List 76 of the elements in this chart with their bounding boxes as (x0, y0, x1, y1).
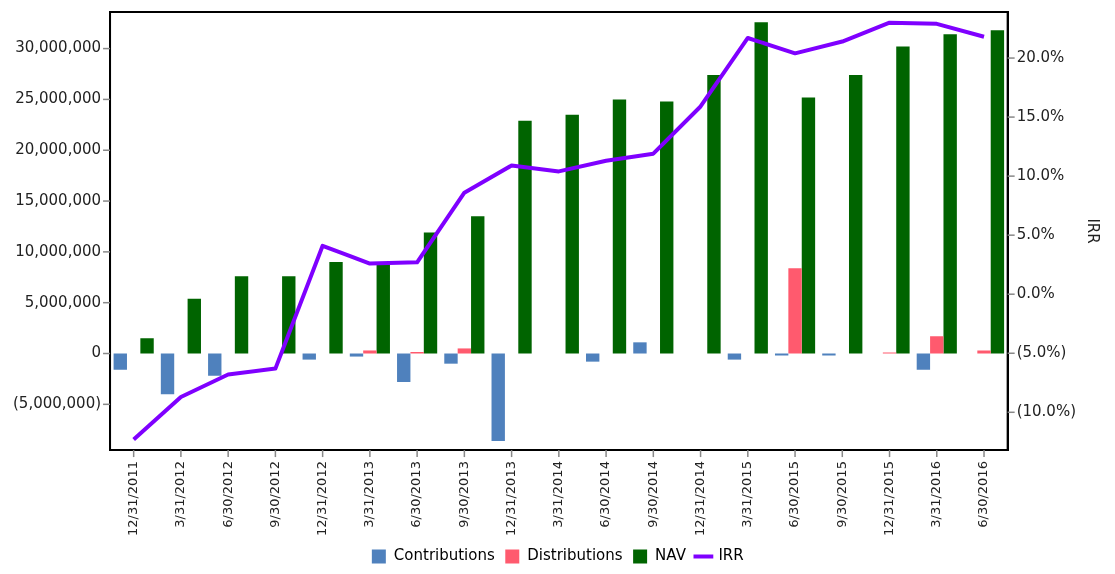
bar (187, 298, 201, 354)
y-tick-label: 15,000,000 (15, 190, 102, 209)
bar (943, 34, 957, 354)
legend-label: IRR (718, 546, 744, 565)
y-tick-label: 0 (91, 343, 102, 362)
legend-label: NAV (655, 546, 687, 565)
bar (349, 353, 364, 357)
bar (208, 353, 222, 376)
bar (471, 216, 485, 354)
bar (612, 99, 627, 354)
x-tick-label: 12/31/2014 (691, 461, 707, 537)
x-tick-label: 12/31/2011 (125, 461, 141, 537)
bar (302, 353, 316, 360)
x-tick-label: 12/31/2015 (880, 461, 896, 537)
y-tick-label: (5,000,000) (13, 394, 102, 413)
bar (397, 353, 411, 382)
x-tick-label: 9/30/2015 (833, 461, 849, 528)
bar (774, 353, 789, 356)
x-tick-label: 6/30/2014 (597, 461, 613, 528)
y2-tick-label: 5.0% (1016, 225, 1055, 244)
x-tick-label: 3/31/2016 (928, 461, 944, 528)
bar (491, 353, 505, 441)
x-tick-label: 12/31/2013 (502, 461, 518, 537)
x-tick-label: 3/31/2012 (172, 461, 188, 528)
legend-label: Contributions (393, 546, 495, 565)
y2-tick-label: 0.0% (1016, 284, 1055, 303)
bar (727, 353, 742, 360)
x-tick-label: 3/31/2014 (550, 461, 566, 528)
bar (586, 353, 600, 362)
x-tick-label: 9/30/2014 (644, 461, 660, 528)
bar (788, 268, 802, 354)
bar (329, 262, 343, 354)
y2-tick-label: (10.0%) (1016, 402, 1076, 421)
y-tick-label: 30,000,000 (15, 38, 102, 57)
x-tick-label: 9/30/2013 (455, 461, 471, 528)
y2-axis-title: IRR (1084, 218, 1103, 244)
x-tick-label: 6/30/2012 (219, 461, 235, 528)
bar (916, 353, 931, 370)
legend-label: Distributions (527, 546, 623, 565)
x-tick-label: 3/31/2013 (361, 461, 377, 528)
y2-tick-label: (5.0%) (1016, 343, 1067, 362)
bar (444, 353, 458, 364)
bar (363, 350, 377, 354)
bar (234, 276, 249, 354)
y-tick-label: 10,000,000 (15, 241, 102, 260)
x-tick-label: 3/31/2015 (739, 461, 755, 528)
bar (518, 120, 532, 354)
bar (140, 338, 154, 354)
bar (423, 232, 438, 354)
bar (376, 264, 390, 354)
x-tick-label: 9/30/2012 (266, 461, 282, 528)
x-tick-label: 6/30/2013 (408, 461, 424, 528)
bar (930, 336, 944, 354)
y2-tick-label: 15.0% (1016, 106, 1065, 125)
y-tick-label: 20,000,000 (15, 140, 102, 159)
y-tick-label: 5,000,000 (24, 292, 102, 311)
bar (896, 46, 910, 354)
bar (848, 75, 863, 354)
x-tick-label: 12/31/2012 (314, 461, 330, 537)
bar (113, 353, 127, 370)
bar (160, 353, 175, 395)
bar (707, 75, 721, 354)
bar (660, 101, 674, 354)
bar (977, 350, 991, 354)
bar (990, 30, 1005, 354)
bar (754, 22, 768, 354)
bar (565, 114, 579, 354)
bar (801, 97, 816, 354)
y-tick-label: 25,000,000 (15, 89, 102, 108)
x-tick-label: 6/30/2015 (786, 461, 802, 528)
bar (457, 348, 472, 354)
y2-tick-label: 20.0% (1016, 47, 1065, 66)
bar (633, 342, 647, 354)
x-tick-label: 6/30/2016 (975, 461, 991, 528)
bar (822, 353, 836, 356)
y2-tick-label: 10.0% (1016, 166, 1065, 185)
